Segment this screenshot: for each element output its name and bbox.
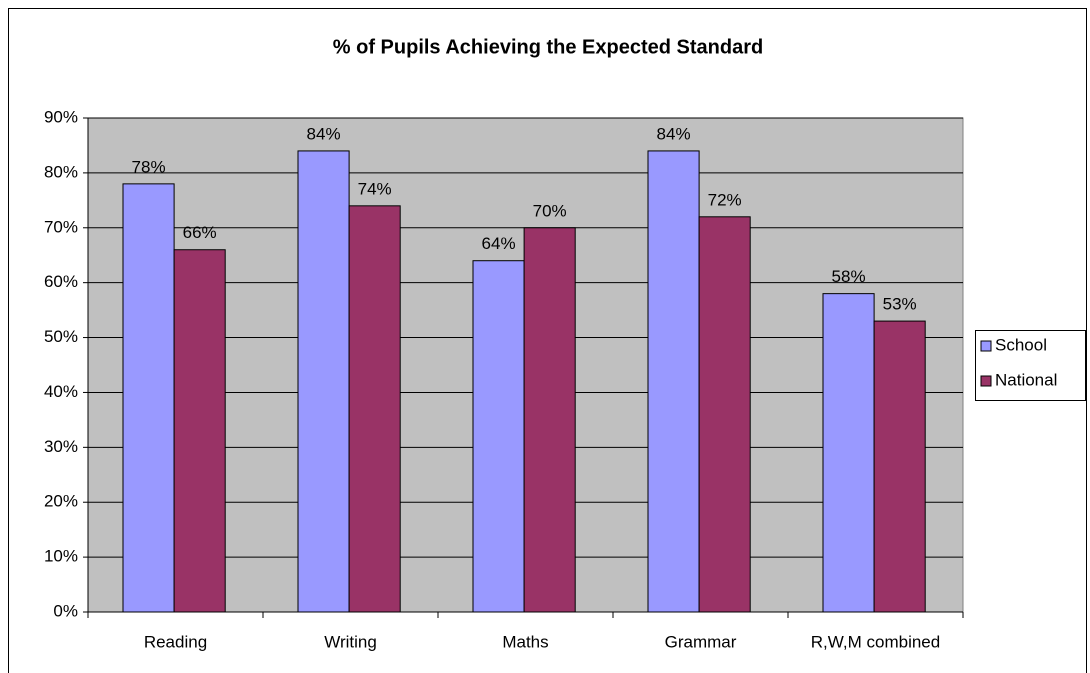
- data-label: 78%: [132, 157, 166, 176]
- y-tick-label: 30%: [44, 437, 78, 456]
- data-label: 64%: [482, 234, 516, 253]
- y-tick-label: 20%: [44, 492, 78, 511]
- data-label: 74%: [358, 179, 392, 198]
- x-tick-label: Maths: [502, 632, 548, 651]
- legend-swatch: [980, 375, 992, 387]
- legend-label: National: [995, 370, 1057, 389]
- x-tick-label: Grammar: [665, 632, 737, 651]
- bar: [523, 227, 576, 613]
- y-tick-label: 40%: [44, 382, 78, 401]
- y-tick-label: 50%: [44, 327, 78, 346]
- bar: [698, 216, 751, 613]
- data-label: 72%: [708, 190, 742, 209]
- y-tick-label: 10%: [44, 547, 78, 566]
- bar: [348, 205, 401, 613]
- data-label: 53%: [883, 295, 917, 314]
- y-tick-label: 60%: [44, 272, 78, 291]
- y-tick-label: 0%: [53, 601, 78, 620]
- bar: [297, 150, 350, 613]
- legend: [975, 330, 1086, 401]
- bar: [472, 260, 525, 613]
- data-label: 84%: [657, 124, 691, 143]
- x-tick-label: Reading: [144, 632, 207, 651]
- legend-swatch: [980, 340, 992, 352]
- data-label: 84%: [307, 124, 341, 143]
- bar: [647, 150, 700, 613]
- data-label: 58%: [832, 267, 866, 286]
- bar: [122, 183, 175, 613]
- bar: [173, 249, 226, 613]
- legend-label: School: [995, 335, 1047, 354]
- bar: [873, 320, 926, 613]
- data-label: 70%: [533, 201, 567, 220]
- chart-title: % of Pupils Achieving the Expected Stand…: [333, 36, 763, 58]
- x-tick-label: Writing: [324, 632, 377, 651]
- y-tick-label: 70%: [44, 217, 78, 236]
- data-label: 66%: [183, 223, 217, 242]
- y-tick-label: 80%: [44, 162, 78, 181]
- x-tick-label: R,W,M combined: [811, 632, 940, 651]
- bar: [822, 293, 875, 613]
- y-tick-label: 90%: [44, 107, 78, 126]
